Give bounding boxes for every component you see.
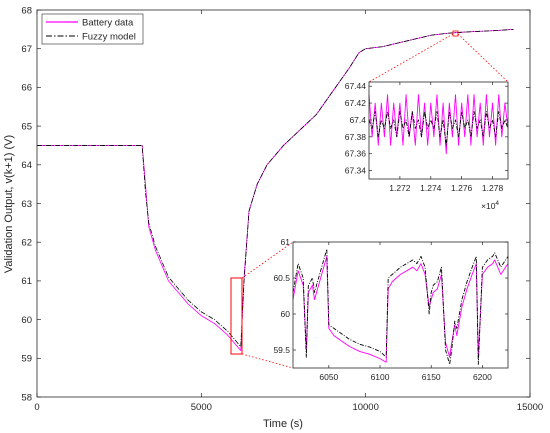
legend-label-fuzzy-model: Fuzzy model [82,32,136,43]
inset-bottom-series-0-line [292,255,509,363]
inset-top-chart: 1.272 1.274 1.276 1.278 67.34 67.36 67.38 67.4… [345,81,509,211]
legend: Battery data Fuzzy model [41,13,144,45]
main-y-tick-label: 66 [21,83,32,94]
inset-bottom-x-tick-label: 6150 [422,372,441,382]
inset-bottom-plot-area [293,242,508,368]
main-x-axis-label: Time (s) [263,418,303,430]
main-y-tick-label: 60 [21,315,32,326]
main-y-axis-label: Validation Output, v(k+1) (V) [3,135,15,273]
inset-top-series-1-line [368,111,509,146]
main-axes-frame [36,9,531,398]
main-y-tick-label: 58 [21,392,32,403]
inset-top-x-exponent: ×104 [481,200,499,211]
inset-bottom-x-tick-label: 6050 [319,372,338,382]
main-y-tick-label: 68 [21,5,32,16]
inset-bottom-series-group [292,248,509,365]
inset-top-y-tick-label: 67.38 [345,132,367,142]
main-x-ticks: 0 5000 10000 15000 [34,10,543,413]
main-x-tick-label: 10000 [352,402,378,413]
inset-bottom-x-tick-label: 6100 [371,372,390,382]
inset-top-y-tick-label: 67.34 [345,166,367,176]
zoom-marker-top [452,30,459,37]
main-x-tick-label: 5000 [191,402,212,413]
inset-top-series-group [368,94,509,155]
inset-top-x-exponent-base: ×10 [481,201,496,211]
inset-bottom-y-tick-label: 60.5 [273,273,290,283]
inset-top-y-tick-label: 67.36 [345,149,367,159]
inset-bottom-x-tick-label: 6200 [473,372,492,382]
inset-top-series-0-line [368,94,509,155]
inset-bottom-y-tick-label: 59.5 [273,345,290,355]
main-x-tick-label: 15000 [517,402,543,413]
inset-top-y-tick-label: 67.44 [345,81,367,91]
inset-top-y-tick-label: 67.42 [345,98,367,108]
connector-top-right [457,33,509,83]
inset-top-x-tick-label: 1.278 [482,183,504,193]
inset-top-x-tick-label: 1.276 [451,183,473,193]
main-y-tick-label: 59 [21,354,32,365]
inset-top-x-exponent-power: 4 [495,200,499,207]
inset-top-y-ticks: 67.34 67.36 67.38 67.4 67.42 67.44 [345,81,508,176]
inset-top-plot-area [369,82,508,179]
main-y-tick-label: 63 [21,199,32,210]
main-x-tick-label: 0 [34,402,39,413]
inset-top-x-tick-label: 1.272 [389,183,411,193]
inset-bottom-axes-frame [292,241,509,369]
main-y-tick-label: 67 [21,44,32,55]
inset-bottom-series-1-line [292,248,509,365]
inset-top-x-tick-label: 1.274 [420,183,442,193]
main-y-tick-label: 62 [21,238,32,249]
main-y-tick-label: 61 [21,276,32,287]
main-series-fuzzy-model-line [37,28,514,348]
inset-bottom-y-tick-label: 60 [281,309,291,319]
legend-label-battery-data: Battery data [82,18,134,29]
inset-bottom-chart: 6050 6100 6150 6200 59.5 60 60.5 61 [273,237,509,382]
main-series-group [37,28,514,351]
inset-top-y-tick-label: 67.4 [349,115,366,125]
main-y-ticks: 58 59 60 61 62 63 64 65 66 67 68 [21,5,530,403]
legend-box [41,13,144,45]
main-y-tick-label: 64 [21,160,32,171]
inset-bottom-y-tick-label: 61 [281,237,291,247]
inset-top-x-ticks: 1.272 1.274 1.276 1.278 [389,82,503,193]
zoom-connectors [230,30,509,369]
connector-top-left [368,33,454,83]
inset-top-axes-frame [368,81,509,180]
zoom-marker-bottom [230,277,243,355]
main-y-tick-label: 65 [21,121,32,132]
inset-bottom-x-ticks: 6050 6100 6150 6200 [319,242,492,382]
